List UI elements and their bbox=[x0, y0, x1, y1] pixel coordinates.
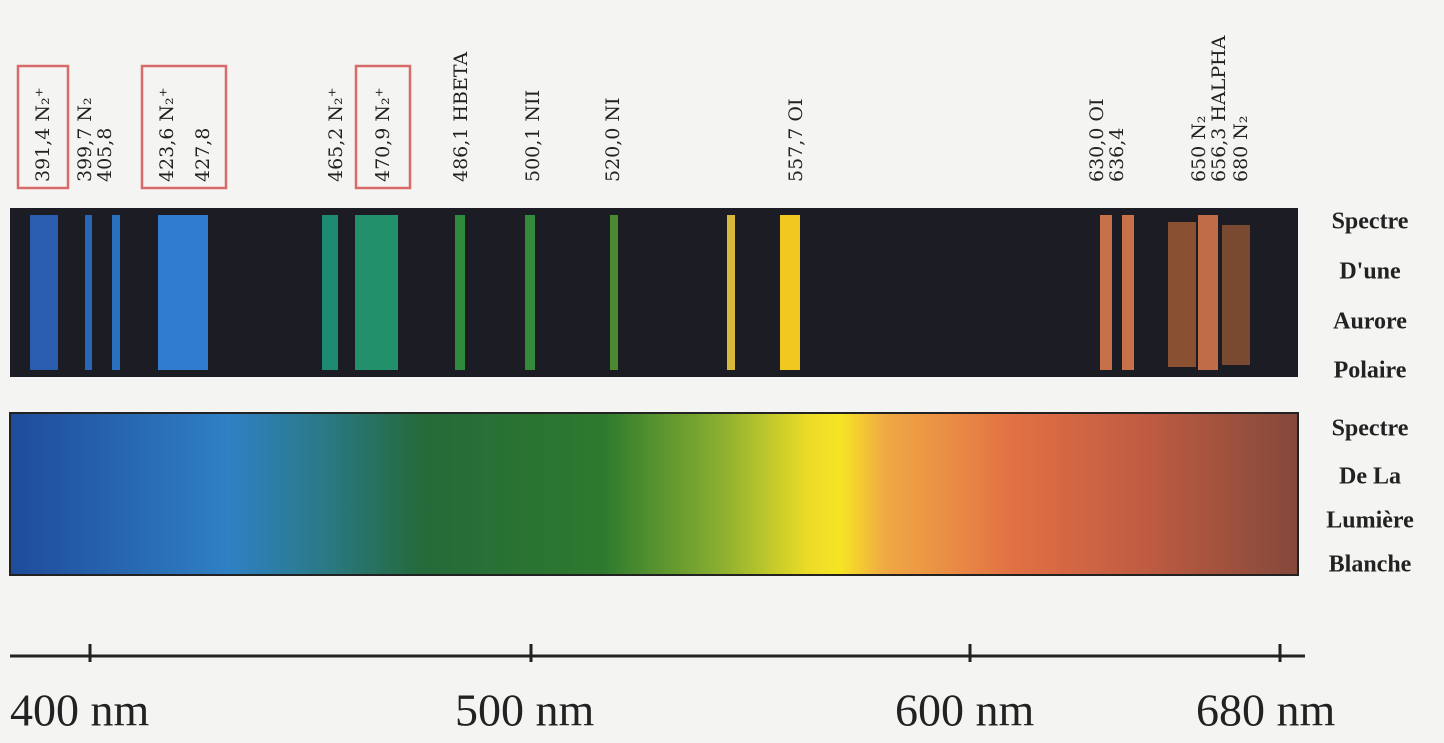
emission-line bbox=[158, 215, 208, 370]
scale-label: 500 nm bbox=[455, 685, 595, 736]
spectrum-diagram: 391,4 N₂⁺ 399,7 N₂ 405,8 423,6 N₂⁺ 427,8… bbox=[0, 0, 1444, 743]
emission-label: 520,0 NI bbox=[602, 97, 624, 182]
emission-label: 405,8 bbox=[94, 128, 116, 182]
caption-line: Spectre bbox=[1332, 416, 1409, 442]
emission-label: 650 N₂ bbox=[1188, 115, 1210, 182]
caption-line: De La bbox=[1339, 464, 1401, 490]
emission-line bbox=[322, 215, 338, 370]
emission-label: 636,4 bbox=[1106, 128, 1128, 182]
emission-line bbox=[1198, 215, 1218, 370]
emission-label: 423,6 N₂⁺ bbox=[156, 87, 178, 182]
emission-line bbox=[727, 215, 735, 370]
emission-label: 656,3 HALPHA bbox=[1208, 35, 1230, 182]
caption-line: D'une bbox=[1339, 259, 1401, 285]
caption-line: Spectre bbox=[1332, 209, 1409, 235]
emission-label: 465,2 N₂⁺ bbox=[325, 87, 347, 182]
emission-line bbox=[30, 215, 58, 370]
emission-line bbox=[1222, 225, 1250, 365]
caption-line: Polaire bbox=[1334, 358, 1407, 384]
emission-line bbox=[780, 215, 800, 370]
emission-label: 486,1 HBETA bbox=[450, 52, 472, 182]
scale-label: 600 nm bbox=[895, 685, 1035, 736]
white-light-spectrum bbox=[10, 413, 1298, 575]
emission-label: 427,8 bbox=[192, 128, 214, 182]
emission-label: 399,7 N₂ bbox=[74, 97, 96, 182]
caption-line: Lumière bbox=[1326, 508, 1414, 534]
caption-line: Blanche bbox=[1329, 552, 1412, 578]
emission-label: 630,0 OI bbox=[1086, 98, 1108, 182]
captions: Spectre D'une Aurore Polaire Spectre De … bbox=[1326, 209, 1414, 578]
emission-line bbox=[455, 215, 465, 370]
emission-line bbox=[355, 215, 398, 370]
emission-label: 500,1 NII bbox=[522, 90, 544, 182]
emission-line bbox=[112, 215, 120, 370]
scale-label: 680 nm bbox=[1196, 685, 1336, 736]
scale-label: 400 nm bbox=[10, 685, 150, 736]
emission-labels: 391,4 N₂⁺ 399,7 N₂ 405,8 423,6 N₂⁺ 427,8… bbox=[32, 35, 1252, 182]
wavelength-scale bbox=[10, 644, 1305, 662]
emission-label: 391,4 N₂⁺ bbox=[32, 87, 54, 182]
emission-line bbox=[1100, 215, 1112, 370]
emission-label: 557,7 OI bbox=[785, 98, 807, 182]
emission-label: 470,9 N₂⁺ bbox=[372, 87, 394, 182]
caption-line: Aurore bbox=[1333, 309, 1407, 335]
emission-line bbox=[1122, 215, 1134, 370]
emission-label: 680 N₂ bbox=[1230, 115, 1252, 182]
aurora-spectrum bbox=[10, 208, 1298, 377]
emission-line bbox=[525, 215, 535, 370]
emission-line bbox=[610, 215, 618, 370]
emission-line bbox=[1168, 222, 1196, 367]
emission-line bbox=[85, 215, 92, 370]
